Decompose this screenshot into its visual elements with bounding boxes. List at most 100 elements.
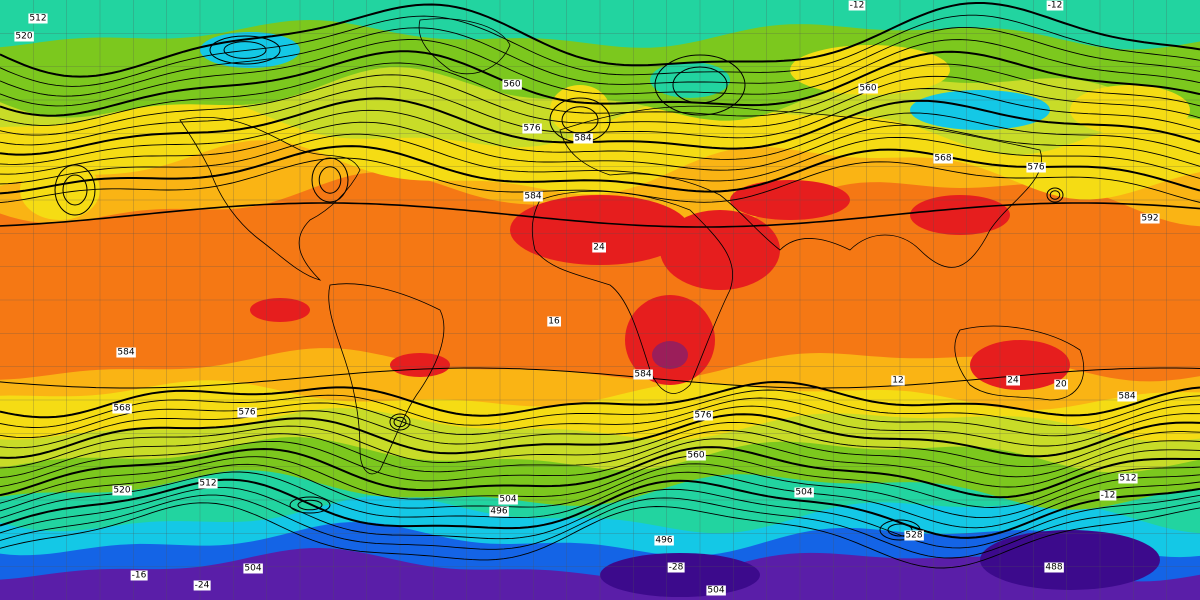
label-bg [193,580,211,591]
contour-label: 584 [634,370,651,380]
contour-label: 512 [1119,474,1136,484]
contour [0,389,1200,428]
contour-label: 584 [1118,392,1135,402]
contour-label: 568 [113,404,130,414]
label-bg [198,478,218,489]
closed-contour [223,41,267,59]
contour [0,397,1200,439]
label-bg [706,585,726,596]
contour [0,446,1200,499]
closed-contour [209,35,281,65]
contour [0,145,1200,195]
label-bg [237,407,257,418]
closed-contour [561,106,599,134]
contour [0,413,1200,459]
contour [0,380,1200,419]
label-bg [498,494,518,505]
contour-label: 584 [524,192,541,202]
contour [0,494,1200,559]
temperature-label: -16 [132,571,147,581]
contour [0,367,1200,389]
label-bg [848,0,866,11]
contour-label: 584 [117,348,134,358]
contour [0,62,1200,126]
label-bg [891,375,905,386]
eurasia [559,105,1042,268]
closed-contour [393,416,407,428]
contour-label: 520 [15,32,32,42]
contour [0,109,1200,165]
contour-label: 520 [113,486,130,496]
contour [0,421,1200,469]
label-bg [1118,473,1138,484]
contour-label: 568 [934,154,951,164]
africa [531,190,733,394]
contour-label: 592 [1141,214,1158,224]
temperature-label: 16 [548,317,560,327]
closed-contour [887,523,913,537]
label-bg [112,403,132,414]
contour [0,438,1200,488]
label-bg [130,570,148,581]
label-bg [592,242,606,253]
temperature-label: -12 [850,1,865,11]
label-bg [1044,562,1064,573]
label-bg [1099,490,1117,501]
contour [0,97,1200,156]
temperature-label: -12 [1101,491,1116,501]
contour [0,39,1200,107]
closed-contour [318,166,342,194]
temperature-label: 24 [593,243,605,253]
label-bg [523,191,543,202]
closed-contour [654,54,746,116]
label-bg [794,487,814,498]
label-bg [1054,379,1068,390]
closed-contour [289,496,331,514]
contour [0,121,1200,175]
hot-core [652,341,688,369]
contour [0,463,1200,519]
label-bg [112,485,132,496]
contour-label: 560 [687,451,704,461]
label-bg [28,13,48,24]
hot-patch [910,195,1010,235]
label-bg [1026,162,1046,173]
hot-patch [660,210,780,290]
closed-contour [311,157,349,203]
contour-label: 576 [523,124,540,134]
contour-label: 560 [503,80,520,90]
contour [0,133,1200,185]
temperature-label: -24 [195,581,210,591]
contour-label: 576 [1027,163,1044,173]
closed-contour [879,519,921,541]
contour-label: 512 [199,479,216,489]
temperature-label: 20 [1055,380,1067,390]
closed-contour [62,174,88,206]
label-bg [693,410,713,421]
contour-label: 576 [694,411,711,421]
north-america [179,116,361,281]
contour-label: 504 [244,564,261,574]
contour-label: 528 [905,531,922,541]
closed-contour [389,413,411,431]
contour [0,454,1200,508]
warm-patch [550,85,610,135]
greenland [418,18,511,75]
contour [0,157,1200,204]
contour-label: 496 [655,536,672,546]
cold-core [600,553,760,597]
contour [0,74,1200,136]
contour-label: 512 [29,14,46,24]
label-bg [502,79,522,90]
contour [0,405,1200,449]
hot-patch [390,353,450,377]
label-bg [522,123,542,134]
contour [0,202,1200,228]
temperature-label: -28 [669,563,684,573]
temperature-label: -12 [1048,1,1063,11]
contour [0,502,1200,569]
label-bg [654,535,674,546]
cold-core [980,530,1160,590]
south-america [328,283,445,475]
